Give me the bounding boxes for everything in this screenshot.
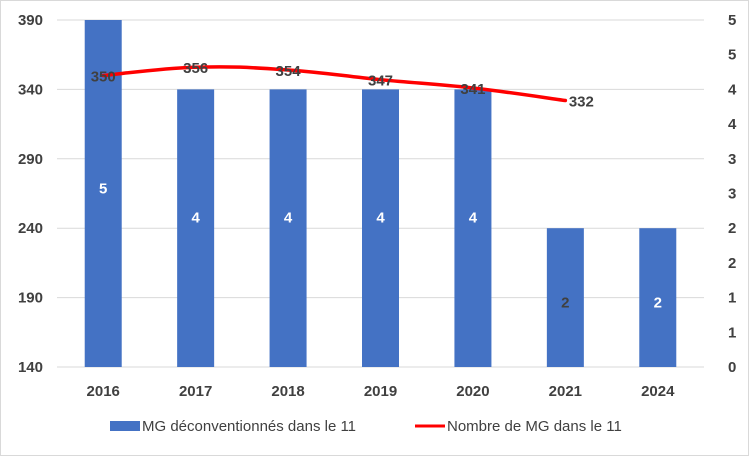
bar-value-label: 4 <box>191 210 200 227</box>
y-right-tick-label: 2 <box>728 220 736 237</box>
bar-value-label: 2 <box>654 294 662 311</box>
x-tick-label: 2019 <box>364 383 397 400</box>
y-right-tick-label: 1 <box>728 324 736 341</box>
x-tick-label: 2021 <box>549 383 582 400</box>
y-right-tick-label: 5 <box>728 12 736 29</box>
y-right-tick-label: 3 <box>728 186 736 203</box>
x-axis: 2016 2017 2018 2019 2020 2021 2024 <box>87 383 676 400</box>
bar-value-label: 4 <box>376 210 385 227</box>
line-value-label: 354 <box>276 63 302 80</box>
y-right-tick-label: 0 <box>728 359 736 376</box>
data-labels: 5 4 4 4 4 2 2 350 356 354 347 341 332 <box>91 60 662 311</box>
y-left-tick-label: 140 <box>18 359 43 376</box>
bar-value-label: 4 <box>469 210 478 227</box>
line-path <box>101 65 568 103</box>
y-right-tick-label: 2 <box>728 255 736 272</box>
y-left-tick-label: 340 <box>18 81 43 98</box>
y-axis-right: 5 5 4 4 3 3 2 2 1 1 0 <box>728 12 737 376</box>
bar <box>362 89 399 368</box>
bar <box>639 228 677 367</box>
bar <box>269 89 307 368</box>
y-left-tick-label: 290 <box>18 151 43 168</box>
legend-label-bar: MG déconventionnés dans le 11 <box>142 418 356 435</box>
y-left-tick-label: 240 <box>18 220 43 237</box>
bar <box>84 20 122 367</box>
x-tick-label: 2018 <box>271 383 304 400</box>
y-right-tick-label: 4 <box>728 116 737 133</box>
y-axis-left: 390 340 290 240 190 140 <box>18 12 43 376</box>
legend: MG déconventionnés dans le 11 Nombre de … <box>110 418 622 435</box>
line-series <box>101 65 568 103</box>
x-tick-label: 2017 <box>179 383 212 400</box>
line-value-label: 332 <box>569 94 594 111</box>
line-value-label: 347 <box>368 73 393 90</box>
line-value-label: 341 <box>460 81 485 98</box>
line-value-label: 356 <box>183 60 208 77</box>
legend-swatch-bar <box>110 421 140 431</box>
bar-value-label: 2 <box>561 294 569 311</box>
legend-label-line: Nombre de MG dans le 11 <box>447 418 622 435</box>
y-right-tick-label: 5 <box>728 47 736 64</box>
y-left-tick-label: 190 <box>18 290 43 307</box>
y-right-tick-label: 3 <box>728 151 736 168</box>
bar-value-label: 5 <box>99 181 107 198</box>
x-tick-label: 2024 <box>641 383 675 400</box>
y-right-tick-label: 4 <box>728 81 737 98</box>
bar-series <box>84 20 677 368</box>
x-tick-label: 2020 <box>456 383 489 400</box>
bar <box>454 89 492 368</box>
bar-value-label: 4 <box>284 210 293 227</box>
bar <box>546 228 584 367</box>
y-right-tick-label: 1 <box>728 290 736 307</box>
bar <box>177 89 215 368</box>
line-value-label: 350 <box>91 69 116 86</box>
y-left-tick-label: 390 <box>18 12 43 29</box>
x-tick-label: 2016 <box>87 383 120 400</box>
